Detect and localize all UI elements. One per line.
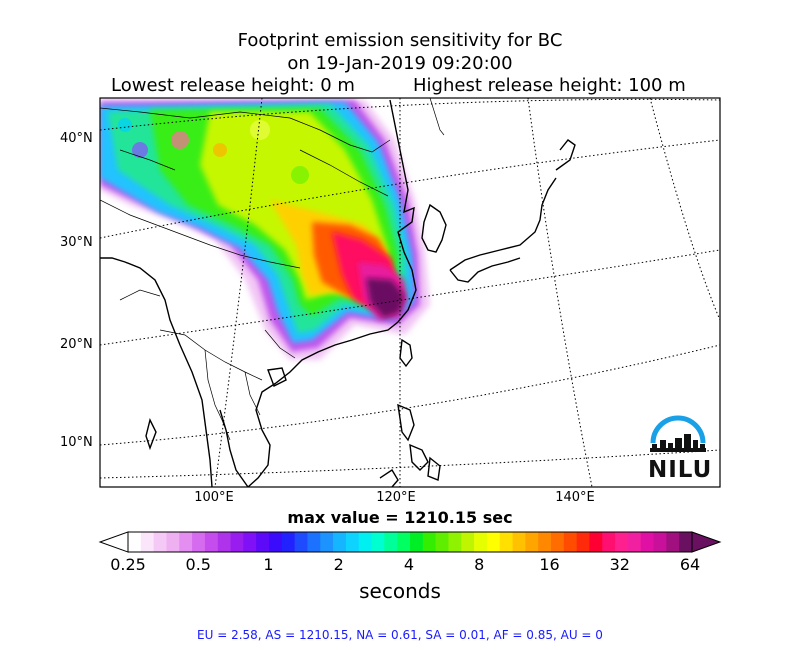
colorbar-cell — [538, 532, 552, 552]
colorbar-cell — [384, 532, 398, 552]
colorbar-cell — [294, 532, 309, 552]
lat-label-10: 10°N — [60, 435, 93, 450]
colorbar-cell — [602, 532, 616, 552]
colorbar-cell — [551, 532, 565, 552]
colorbar-cell — [410, 532, 424, 552]
colorbar-cell — [640, 532, 655, 552]
colorbar-cell — [179, 532, 193, 552]
country-borders — [100, 98, 445, 441]
nilu-arc-icon — [650, 415, 706, 444]
colorbar-cell — [679, 532, 693, 552]
colorbar-cell — [397, 532, 411, 552]
lat-label-20: 20°N — [60, 337, 93, 352]
colorbar-cell — [128, 532, 142, 552]
colorbar-tick-label: 4 — [403, 555, 415, 574]
colorbar-tick-label: 0.5 — [185, 555, 211, 574]
colorbar-cell — [345, 532, 360, 552]
colorbar-cell — [243, 532, 257, 552]
colorbar-cell — [627, 532, 642, 552]
colorbar-cell — [204, 532, 219, 552]
colorbar-cell — [230, 532, 244, 552]
title-line-2: on 19-Jan-2019 09:20:00 — [287, 53, 513, 74]
colorbar-tick-label: 16 — [539, 555, 560, 574]
colorbar-cell — [422, 532, 437, 552]
colorbar-tick-label: 64 — [679, 555, 701, 574]
title-line-1: Footprint emission sensitivity for BC — [237, 30, 563, 51]
colorbar-cell — [512, 532, 526, 552]
skyline-icon — [650, 434, 706, 452]
colorbar-outline — [127, 531, 693, 553]
colorbar-cell — [499, 532, 514, 552]
colorbar-cell — [307, 532, 321, 552]
colorbar-cell — [563, 532, 578, 552]
colorbar-left-extend — [98, 531, 129, 553]
colorbar-cell — [461, 532, 475, 552]
lon-label-120: 120°E — [376, 490, 416, 505]
colorbar-cell — [140, 532, 155, 552]
colorbar-right-extend — [691, 531, 722, 553]
colorbar-cell — [653, 532, 667, 552]
colorbar-cell — [153, 532, 168, 552]
colorbar-cell — [474, 532, 488, 552]
nilu-logo-text: NILU — [648, 457, 713, 483]
colorbar-cell — [615, 532, 629, 552]
colorbar-cell — [486, 532, 501, 552]
colorbar-cell — [589, 532, 603, 552]
colorbar-tick-label: 8 — [474, 555, 485, 574]
sensitivity-field — [100, 100, 430, 360]
coastlines — [100, 99, 576, 487]
lowest-release-label: Lowest release height: 0 m — [111, 75, 355, 96]
colorbar-cell — [192, 532, 206, 552]
colorbar-cell — [358, 532, 373, 552]
colorbar-cell — [371, 532, 385, 552]
map-frame — [99, 97, 721, 488]
colorbar-cell — [320, 532, 334, 552]
colorbar-cell — [448, 532, 462, 552]
colorbar-cell — [525, 532, 539, 552]
colorbar-tick-label: 1 — [263, 555, 274, 574]
colorbar-cell — [269, 532, 283, 552]
colorbar-cell — [666, 532, 680, 552]
lon-label-140: 140°E — [555, 490, 595, 505]
highest-release-label: Highest release height: 100 m — [413, 75, 686, 96]
colorbar — [98, 531, 722, 553]
lat-label-40: 40°N — [60, 131, 93, 146]
lon-label-100: 100°E — [194, 490, 234, 505]
max-value-label: max value = 1210.15 sec — [287, 508, 513, 527]
colorbar-cell — [333, 532, 347, 552]
lat-label-30: 30°N — [60, 235, 93, 250]
colorbar-tick-label: 32 — [609, 555, 630, 574]
nilu-logo — [650, 415, 706, 452]
colorbar-cell — [166, 532, 180, 552]
colorbar-cell — [256, 532, 270, 552]
colorbar-tick-label: 2 — [333, 555, 344, 574]
colorbar-cell — [435, 532, 450, 552]
colorbar-cell — [281, 532, 296, 552]
colorbar-tick-label: 0.25 — [110, 555, 146, 574]
colorbar-cell — [576, 532, 591, 552]
colorbar-cell — [217, 532, 232, 552]
colorbar-unit-label: seconds — [359, 579, 441, 603]
region-summary: EU = 2.58, AS = 1210.15, NA = 0.61, SA =… — [197, 628, 603, 642]
